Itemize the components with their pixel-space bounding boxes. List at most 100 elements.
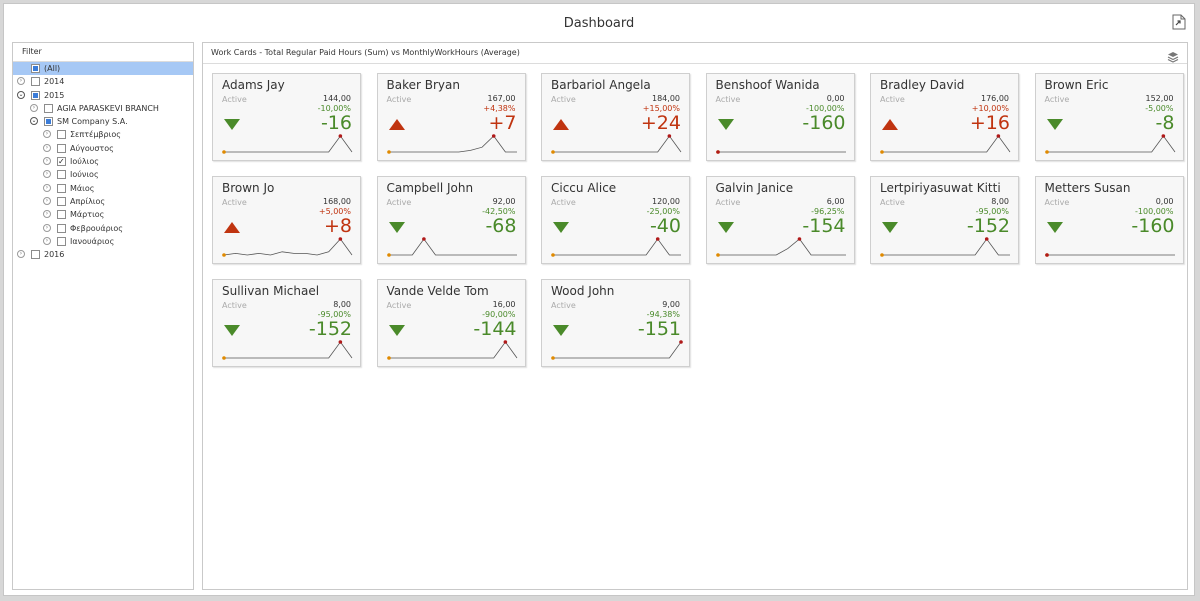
expand-icon[interactable]: › [17, 77, 25, 86]
filter-checkbox[interactable] [57, 223, 66, 233]
export-icon[interactable] [1172, 14, 1186, 30]
filter-item[interactable]: › Ιούλιος [13, 155, 193, 168]
filter-item-label: (All) [44, 64, 61, 73]
filter-item[interactable]: › Μάιος [13, 182, 193, 195]
work-card[interactable]: Baker Bryan Active 167,00 +4,38% +7 [376, 73, 526, 161]
work-card[interactable]: Brown Jo Active 168,00 +5,00% +8 [212, 176, 361, 264]
filter-checkbox[interactable] [57, 236, 66, 246]
card-actual-value: 120,00 [652, 197, 680, 206]
expand-icon[interactable]: › [17, 250, 25, 259]
card-actual-value: 144,00 [323, 94, 351, 103]
card-sparkline [386, 340, 517, 360]
expand-icon[interactable]: › [43, 143, 51, 152]
filter-item[interactable]: ⌄ SM Company S.A. [13, 115, 193, 128]
card-absolute-variation: -152 [966, 215, 1010, 237]
sparkline-max-point [338, 237, 343, 241]
expand-icon[interactable]: › [43, 170, 51, 179]
expand-icon[interactable]: › [43, 236, 51, 245]
filter-checkbox[interactable] [57, 143, 66, 153]
card-status: Active [386, 95, 412, 104]
work-card[interactable]: Campbell John Active 92,00 -42,50% -68 [376, 176, 526, 264]
filter-item-label: SM Company S.A. [57, 117, 128, 127]
work-card[interactable]: Vande Velde Tom Active 16,00 -90,00% -144 [376, 279, 526, 367]
filter-checkbox[interactable] [57, 170, 66, 180]
expand-icon[interactable]: › [43, 157, 51, 166]
work-card[interactable]: Barbariol Angela Active 184,00 +15,00% +24 [541, 73, 690, 161]
work-card[interactable]: Wood John Active 9,00 -94,38% -151 [541, 279, 690, 367]
filter-item[interactable]: › Απρίλιος [13, 195, 193, 208]
filter-item-label: Σεπτέμβριος [70, 130, 121, 140]
card-percent-variation: +10,00% [971, 104, 1009, 113]
card-actual-value: 8,00 [333, 300, 351, 309]
filter-checkbox[interactable] [31, 64, 40, 73]
filter-item[interactable]: (All) [13, 62, 193, 76]
work-card[interactable]: Metters Susan Active 0,00 -100,00% -160 [1034, 176, 1184, 264]
layers-icon[interactable] [1167, 48, 1179, 63]
filter-item[interactable]: › Ιανουάριος [13, 235, 193, 248]
work-card[interactable]: Brown Eric Active 152,00 -5,00% -8 [1034, 73, 1184, 161]
card-name: Brown Jo [222, 181, 275, 195]
filter-item-label: Ιούνιος [70, 170, 99, 180]
filter-checkbox[interactable] [44, 117, 53, 127]
filter-checkbox[interactable] [57, 210, 66, 220]
sparkline-path [717, 238, 846, 256]
card-sparkline [551, 134, 682, 154]
card-status: Active [1044, 198, 1070, 207]
work-card[interactable]: Sullivan Michael Active 8,00 -95,00% -152 [212, 279, 361, 367]
expand-icon[interactable]: › [43, 223, 51, 232]
work-card[interactable]: Benshoof Wanida Active 0,00 -100,00% -160 [705, 73, 855, 161]
triangle-down-icon [388, 222, 405, 233]
expand-icon[interactable]: › [43, 130, 51, 139]
filter-item[interactable]: › 2016 [13, 248, 193, 261]
filter-checkbox[interactable] [57, 196, 66, 206]
sparkline-path [388, 341, 517, 359]
filter-item[interactable]: › AGIA PARASKEVI BRANCH [13, 102, 193, 115]
card-percent-variation: -42,50% [482, 207, 516, 216]
work-card[interactable]: Galvin Janice Active 6,00 -96,25% -154 [705, 176, 855, 264]
filter-item[interactable]: ⌄ 2015 [13, 89, 193, 102]
card-actual-value: 8,00 [991, 197, 1009, 206]
card-actual-value: 184,00 [652, 94, 680, 103]
card-status: Active [551, 198, 576, 207]
filter-checkbox[interactable] [57, 183, 66, 193]
filter-item[interactable]: › Μάρτιος [13, 208, 193, 221]
sparkline-start-point [386, 253, 391, 257]
work-card[interactable]: Adams Jay Active 144,00 -10,00% -16 [212, 73, 361, 161]
filter-checkbox[interactable] [57, 155, 66, 168]
expand-icon[interactable]: › [43, 210, 51, 219]
expand-icon[interactable]: › [43, 183, 51, 192]
filter-checkbox[interactable] [57, 130, 66, 140]
collapse-icon[interactable]: ⌄ [30, 117, 38, 126]
filter-item[interactable]: › Ιούνιος [13, 168, 193, 181]
sparkline-max-point [715, 150, 720, 154]
filter-item[interactable]: › Φεβρουάριος [13, 222, 193, 235]
sparkline-max-point [1161, 134, 1165, 138]
sparkline-start-point [222, 253, 226, 257]
sparkline-path [223, 238, 353, 256]
work-card[interactable]: Bradley David Active 176,00 +10,00% +16 [870, 73, 1019, 161]
expand-icon[interactable]: › [30, 103, 38, 112]
card-status: Active [551, 95, 576, 104]
expand-icon[interactable]: › [43, 196, 51, 205]
sparkline-start-point [880, 150, 884, 154]
collapse-icon[interactable]: ⌄ [17, 90, 25, 99]
card-name: Wood John [551, 284, 615, 298]
work-card[interactable]: Lertpiriyasuwat Kitti Active 8,00 -95,00% -1… [870, 176, 1019, 264]
filter-item[interactable]: › 2014 [13, 75, 193, 88]
filter-item-label: Μάρτιος [70, 210, 105, 220]
card-absolute-variation: -16 [320, 112, 352, 134]
card-percent-variation: -25,00% [646, 207, 680, 216]
filter-checkbox[interactable] [31, 250, 40, 260]
card-actual-value: 16,00 [492, 300, 516, 309]
card-name: Adams Jay [222, 78, 285, 92]
filter-checkbox[interactable] [31, 90, 40, 100]
sparkline-start-point [715, 253, 720, 257]
filter-item-label: Ιανουάριος [70, 236, 115, 246]
filter-checkbox[interactable] [44, 103, 53, 113]
filter-item-label: 2014 [44, 77, 65, 87]
filter-item[interactable]: › Αύγουστος [13, 142, 193, 155]
filter-checkbox[interactable] [31, 77, 40, 87]
filter-caption: Filter [13, 43, 193, 62]
filter-item[interactable]: › Σεπτέμβριος [13, 128, 193, 141]
work-card[interactable]: Ciccu Alice Active 120,00 -25,00% -40 [541, 176, 690, 264]
